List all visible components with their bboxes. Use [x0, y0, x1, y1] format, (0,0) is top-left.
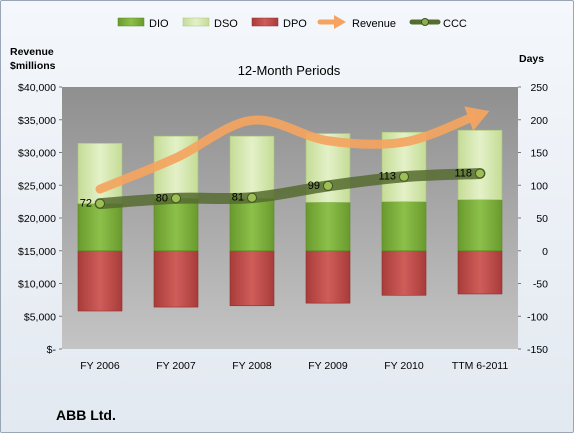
legend-symbol-ccc [409, 18, 441, 26]
bar-dso [229, 135, 275, 199]
ccc-point [399, 171, 409, 182]
bar-dpo [381, 250, 427, 296]
left-axis-ticks: $- $5,000 $10,000 $15,000 $20,000 $25,000 $30,… [18, 82, 62, 356]
left-tick-label: $30,000 [18, 148, 56, 160]
bar-dio [229, 198, 275, 252]
revenue-line [95, 113, 476, 194]
ccc-line [94, 167, 486, 210]
right-tick-label: 100 [530, 180, 548, 192]
bar-dio [457, 199, 503, 252]
left-tick-label: $5,000 [24, 311, 56, 323]
right-tick-label: 250 [530, 82, 548, 94]
left-tick-label: $20,000 [18, 213, 56, 225]
category-label: FY 2010 [384, 360, 424, 372]
ccc-point [95, 198, 105, 209]
category-label: TTM 6-2011 [452, 360, 509, 372]
revenue-arrowhead [464, 106, 490, 131]
category-label: FY 2008 [232, 360, 272, 372]
right-tick-label: 0 [542, 246, 548, 258]
chart-legend: DIO DSO DPO Revenue CCC [117, 15, 467, 30]
ccc-data-label: 80 [156, 192, 168, 204]
legend-label-ccc: CCC [443, 18, 467, 30]
ccc-data-label: 72 [80, 198, 92, 210]
left-axis-title-line2: $millions [10, 60, 56, 72]
bar-dpo [305, 250, 351, 304]
left-tick-label: $35,000 [18, 115, 56, 127]
right-tick-label: 150 [530, 148, 548, 160]
right-tick-label: 200 [530, 115, 548, 127]
legend-label-dpo: DPO [283, 18, 307, 30]
right-axis-title: Days [519, 53, 544, 65]
right-tick-label: -50 [533, 279, 548, 291]
bar-dso [457, 129, 503, 200]
category-label: FY 2009 [308, 360, 348, 372]
category-label: FY 2007 [156, 360, 196, 372]
legend-swatch-dpo [251, 17, 279, 27]
legend-symbol-revenue [317, 15, 346, 29]
bar-dso [77, 143, 123, 204]
left-axis-title-line1: Revenue [10, 46, 54, 58]
category-labels: FY 2006 FY 2007 FY 2008 FY 2009 FY 2010 TTM 6… [80, 360, 508, 372]
left-tick-label: $40,000 [18, 82, 56, 94]
legend-swatch-dio [117, 17, 145, 27]
ccc-data-label: 118 [454, 167, 472, 179]
ccc-point [475, 168, 485, 179]
right-axis-ticks: -150 -100 -50 0 50 100 150 200 250 [518, 82, 548, 356]
right-tick-label: 50 [536, 213, 548, 225]
company-name: ABB Ltd. [56, 407, 116, 423]
right-tick-label: -100 [527, 311, 548, 323]
chart-title: 12-Month Periods [238, 63, 341, 78]
legend-label-dso: DSO [214, 18, 238, 30]
ccc-point [247, 192, 257, 203]
left-tick-label: $- [47, 344, 57, 356]
category-label: FY 2006 [80, 360, 120, 372]
ccc-data-label: 99 [308, 180, 320, 192]
ccc-point [171, 193, 181, 204]
right-tick-label: -150 [527, 344, 548, 356]
left-tick-label: $10,000 [18, 279, 56, 291]
ccc-series: 72 80 81 99 113 118 [80, 167, 486, 210]
ccc-point [323, 180, 333, 191]
bar-dio [381, 201, 427, 252]
bar-dpo [77, 250, 123, 312]
left-tick-label: $25,000 [18, 180, 56, 192]
bar-dio [153, 198, 199, 252]
legend-label-dio: DIO [149, 18, 169, 30]
revenue-series [95, 106, 490, 194]
bar-dpo [457, 250, 503, 295]
bar-dio [305, 201, 351, 252]
ccc-data-label: 81 [232, 192, 244, 204]
legend-label-revenue: Revenue [352, 18, 396, 30]
bar-dio [77, 203, 123, 252]
ccc-data-label: 113 [378, 171, 396, 183]
bar-dpo [229, 250, 275, 307]
left-tick-label: $15,000 [18, 246, 56, 258]
legend-swatch-dso [182, 17, 210, 27]
bar-dpo [153, 250, 199, 308]
